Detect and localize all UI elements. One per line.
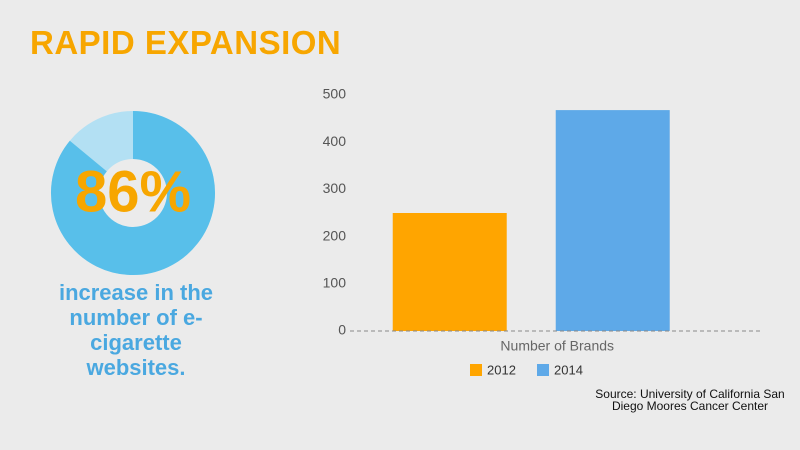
legend-label: 2014 bbox=[554, 362, 583, 377]
legend-swatch bbox=[470, 364, 482, 376]
legend-label: 2012 bbox=[487, 362, 516, 377]
donut-annotation: increase in the number of e-cigarette we… bbox=[58, 280, 214, 380]
donut-segment bbox=[51, 111, 215, 275]
y-tick-label: 100 bbox=[323, 275, 347, 291]
y-tick-label: 200 bbox=[323, 227, 347, 243]
page-title: RAPID EXPANSION bbox=[30, 24, 342, 61]
donut-value-label: 86% bbox=[75, 159, 191, 224]
bar bbox=[392, 213, 507, 331]
source-note: Source: University of California San Die… bbox=[595, 387, 785, 413]
bar bbox=[555, 110, 670, 331]
legend-swatch bbox=[537, 364, 549, 376]
y-tick-label: 300 bbox=[323, 180, 347, 196]
y-tick-label: 500 bbox=[323, 86, 347, 102]
x-tick-label: Number of Brands bbox=[500, 338, 614, 354]
y-tick-label: 400 bbox=[323, 133, 347, 149]
y-tick-label: 0 bbox=[338, 322, 346, 338]
